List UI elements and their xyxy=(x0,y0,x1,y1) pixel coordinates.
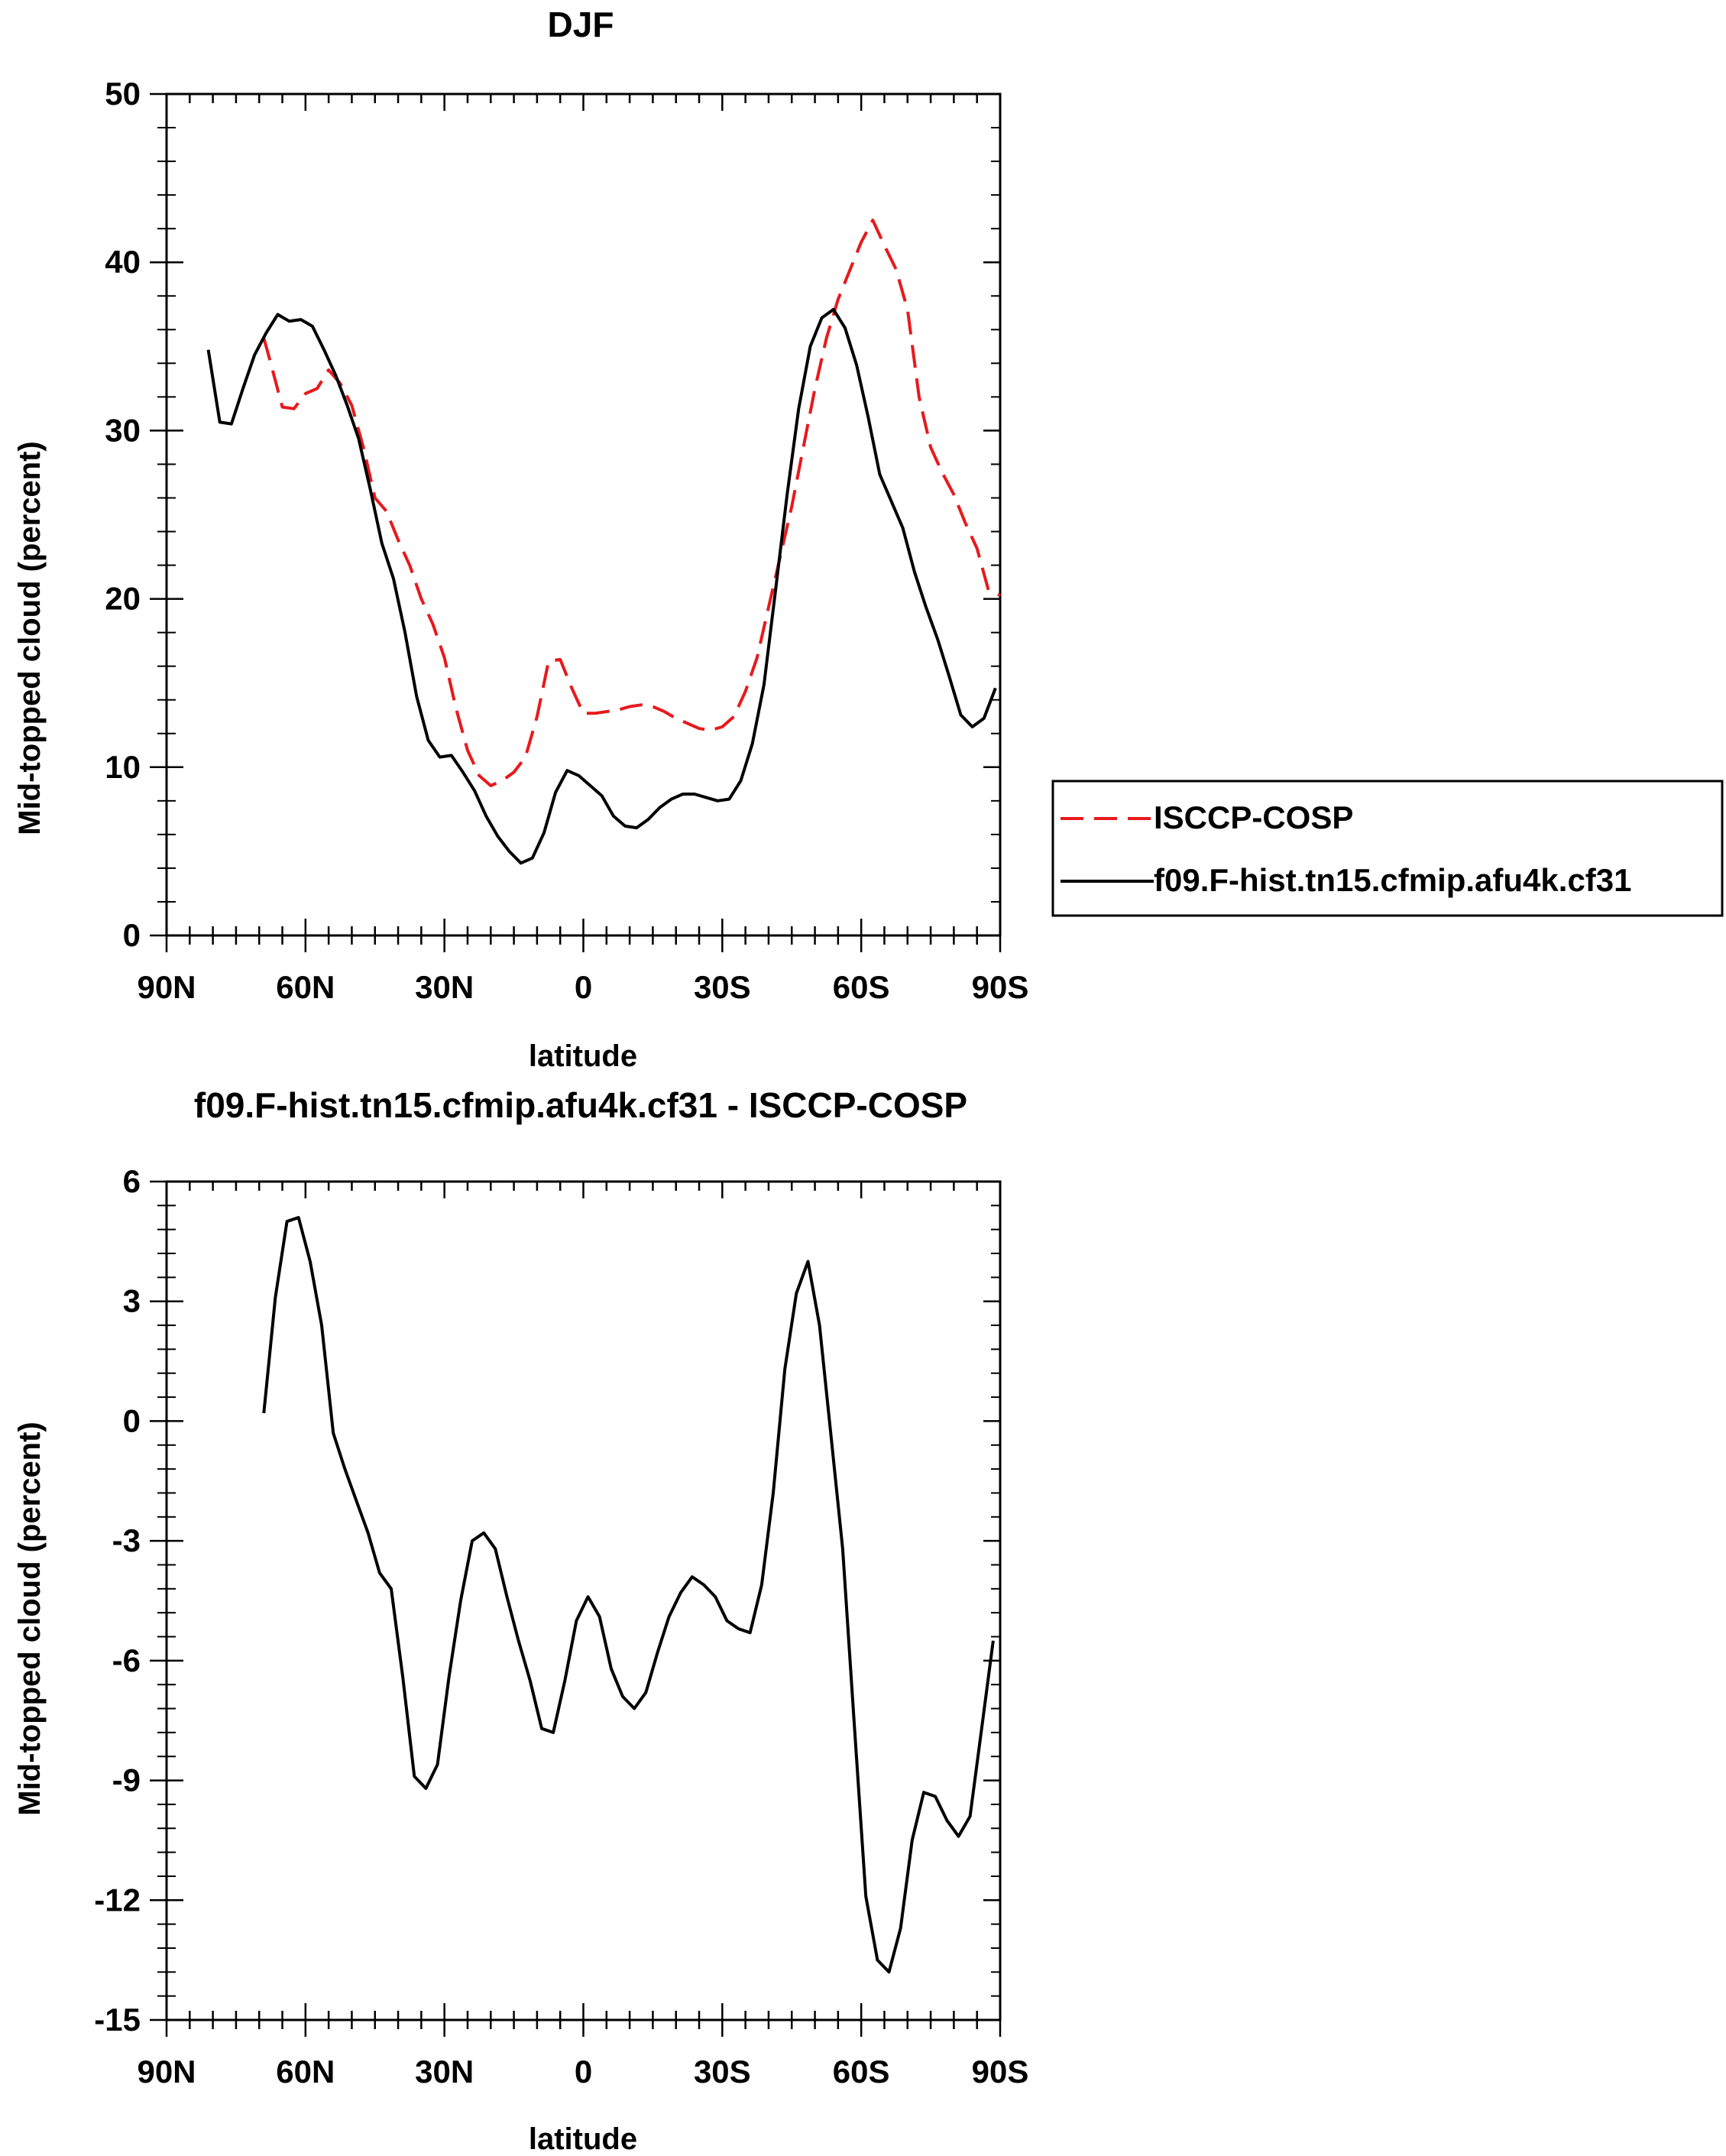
bottom-y-tick-label: 0 xyxy=(123,1402,141,1438)
top-x-tick-label: 90N xyxy=(137,969,196,1005)
bottom-x-axis-label: latitude xyxy=(529,2122,637,2156)
legend-label-isccp-cosp: ISCCP-COSP xyxy=(1154,799,1353,835)
bottom-y-tick-label: -15 xyxy=(94,2002,141,2038)
bottom-x-tick-label: 90S xyxy=(972,2054,1029,2090)
bottom-chart: f09.F-hist.tn15.cfmip.afu4k.cf31 - ISCCP… xyxy=(13,1085,1028,2156)
top-x-tick-label: 60N xyxy=(276,969,335,1005)
bottom-series-line-0 xyxy=(262,1216,995,1974)
top-y-tick-label: 0 xyxy=(123,917,141,953)
bottom-y-tick-label: -9 xyxy=(112,1762,141,1798)
bottom-x-tick-label: 30N xyxy=(415,2054,474,2090)
bottom-y-tick-label: -6 xyxy=(112,1642,141,1678)
top-x-tick-label: 0 xyxy=(575,969,592,1005)
top-chart: DJF 90N 60N 30N 0 30S 60S 90S 0 10 20 30 40 50 latit… xyxy=(13,5,1724,1073)
bottom-y-axis-label: Mid-topped cloud (percent) xyxy=(13,1422,47,1816)
bottom-x-tick-label: 0 xyxy=(575,2054,592,2090)
top-plot-area: 90N 60N 30N 0 30S 60S 90S 0 10 20 30 40 50 xyxy=(105,76,1028,1005)
legend: ISCCP-COSP f09.F-hist.tn15.cfmip.afu4k.c… xyxy=(1051,780,1724,917)
legend-box xyxy=(1051,780,1724,917)
bottom-y-tick-label: 3 xyxy=(123,1283,141,1319)
bottom-y-tick-label: -12 xyxy=(94,1882,141,1918)
bottom-x-tick-label: 60N xyxy=(276,2054,335,2090)
top-x-tick-label: 60S xyxy=(833,969,890,1005)
top-x-tick-label: 30N xyxy=(415,969,474,1005)
top-x-axis-label: latitude xyxy=(529,1039,637,1073)
top-x-tick-label: 30S xyxy=(694,969,751,1005)
top-chart-title: DJF xyxy=(548,5,614,44)
bottom-chart-title: f09.F-hist.tn15.cfmip.afu4k.cf31 - ISCCP… xyxy=(194,1085,967,1125)
bottom-x-tick-label: 90N xyxy=(137,2054,196,2090)
bottom-plot-frame xyxy=(165,1180,1002,2021)
top-y-tick-label: 30 xyxy=(105,412,141,448)
top-y-tick-label: 40 xyxy=(105,244,141,280)
bottom-y-tick-label: 6 xyxy=(123,1163,141,1199)
bottom-y-tick-label: -3 xyxy=(112,1522,141,1558)
top-series-line-0 xyxy=(262,219,1001,787)
bottom-plot-area: 90N 60N 30N 0 30S 60S 90S -15 -12 -9 -6 -3 0 3 6 xyxy=(94,1163,1028,2090)
top-plot-frame xyxy=(165,92,1002,937)
bottom-x-tick-label: 60S xyxy=(833,2054,890,2090)
top-y-axis-label: Mid-topped cloud (percent) xyxy=(13,441,47,835)
legend-label-model: f09.F-hist.tn15.cfmip.afu4k.cf31 xyxy=(1154,862,1632,898)
top-y-tick-label: 10 xyxy=(105,749,141,785)
top-x-tick-label: 90S xyxy=(972,969,1029,1005)
top-series-line-1 xyxy=(206,307,997,865)
top-y-tick-label: 20 xyxy=(105,581,141,617)
bottom-x-tick-label: 30S xyxy=(694,2054,751,2090)
top-y-tick-label: 50 xyxy=(105,76,141,112)
